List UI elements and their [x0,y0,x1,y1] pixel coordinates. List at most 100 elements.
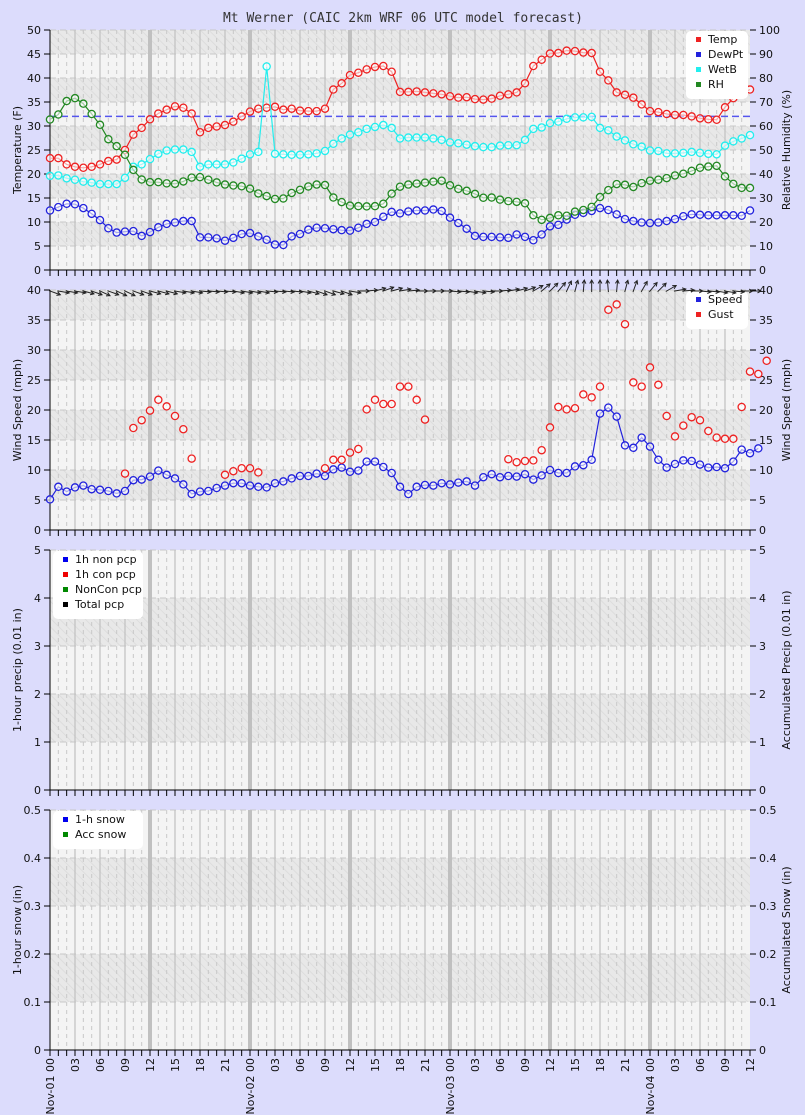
data-point-rh [737,183,746,193]
data-point-rh [504,196,513,206]
y-tick-label-right: 5 [759,544,766,557]
data-point-speed [295,471,305,481]
data-point-dewpt [612,210,621,219]
data-point-wetb [687,147,696,157]
data-point-dewpt [454,218,463,228]
wind-arrow [90,290,103,296]
data-point-dewpt [537,230,546,239]
data-point-dewpt [137,231,146,241]
data-point-speed [445,480,455,489]
wind-arrow [532,285,544,292]
wind-arrow-head [415,287,421,293]
wind-arrow-head [531,286,537,291]
data-point-speed [204,486,213,496]
data-point-speed [470,481,480,490]
data-point-dewpt [554,220,563,230]
wind-arrow [640,281,648,293]
y-tick-label-right: 1 [759,736,766,749]
wind-arrow [632,280,638,293]
data-point-dewpt [462,224,471,233]
data-point-rh [179,177,188,186]
data-point-gust [504,454,513,464]
y-tick-label-right: 90 [759,48,773,61]
y-axis-label: 1-hour precip (0.01 in) [11,608,24,732]
wind-arrow-head [567,280,573,286]
legend-box [53,811,143,849]
data-point-rh [204,175,213,185]
data-point-rh [629,182,638,192]
data-point-speed [479,472,488,482]
data-point-rh [312,180,321,189]
data-point-wetb [354,127,363,137]
x-tick-label: 12 [344,1058,357,1072]
x-tick-label: 03 [69,1058,82,1072]
data-point-temp [545,49,555,58]
y-tick-label: 30 [27,344,41,357]
data-point-wetb [679,148,688,158]
data-point-dewpt [179,216,188,226]
data-point-speed [95,485,105,495]
data-point-rh [262,191,271,201]
data-point-dewpt [87,209,96,219]
y-tick-label-right: 35 [759,314,773,327]
wind-arrow [548,282,559,293]
data-point-temp [504,90,513,99]
wind-arrow [523,286,536,292]
data-point-temp [620,90,630,100]
data-point-speed [579,460,588,470]
data-point-temp [345,70,355,80]
data-point-temp [145,115,155,124]
data-point-wetb [704,149,713,159]
wind-arrow-head [114,291,120,296]
wind-arrow [132,290,144,296]
data-point-gust [404,382,413,391]
data-point-rh [520,199,530,208]
data-point-rh [70,93,80,103]
data-point-gust [387,399,396,409]
y-tick-label-right: 3 [759,640,766,653]
y-tick-label-right: 0 [759,264,766,277]
data-point-rh [104,134,113,144]
data-point-temp [220,120,230,130]
data-point-gust [679,421,688,430]
wind-arrow-head [457,289,462,295]
data-point-speed [412,482,421,492]
wind-arrow-head [381,286,387,292]
wind-arrow [574,280,579,293]
y-tick-label-right: 10 [759,464,773,477]
wind-arrow [273,290,287,293]
data-point-dewpt [729,211,738,220]
x-tick-label: Nov-03 00 [444,1058,457,1115]
data-point-temp [645,106,655,116]
y-tick-label-right: 0.2 [759,948,777,961]
data-point-wetb [437,135,446,145]
data-point-wetb [529,124,538,134]
data-point-rh [620,180,630,190]
data-point-rh [387,189,396,198]
y-tick-label: 0.2 [24,948,42,961]
data-point-speed [170,474,180,483]
y-tick-label-right: 30 [759,192,773,205]
data-point-speed [179,480,188,489]
wind-arrow-head [553,282,559,288]
data-point-speed [679,456,688,465]
data-point-temp [429,89,438,98]
data-point-speed [212,483,221,493]
legend-swatch [696,67,701,72]
data-point-speed [512,472,521,481]
data-point-dewpt [320,223,330,233]
data-point-rh [637,178,646,188]
data-point-wetb [720,141,730,150]
legend-swatch [63,832,68,837]
data-point-dewpt [487,232,496,242]
data-point-rh [662,173,671,183]
data-point-rh [529,211,538,220]
data-point-dewpt [304,225,313,234]
data-point-dewpt [670,214,680,224]
data-point-dewpt [620,214,630,224]
data-point-rh [479,193,488,203]
data-point-temp [670,110,680,120]
y-tick-label: 5 [34,544,41,557]
legend-swatch [696,37,701,42]
data-point-wetb [179,145,188,154]
